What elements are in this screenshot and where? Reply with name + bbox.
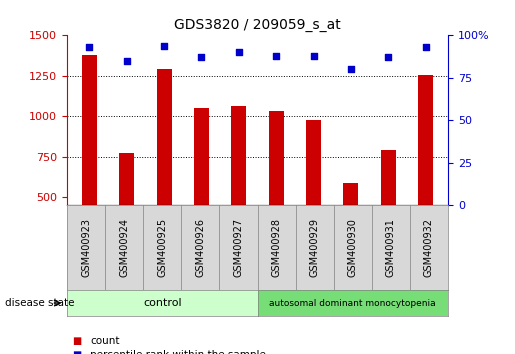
- Bar: [82, 55, 97, 205]
- Bar: [306, 120, 321, 205]
- Point: [384, 55, 392, 60]
- Bar: [381, 150, 396, 205]
- Bar: [344, 183, 358, 205]
- Point: [123, 58, 131, 64]
- Bar: [194, 108, 209, 205]
- Point: [421, 45, 430, 50]
- Text: GSM400930: GSM400930: [348, 218, 358, 277]
- Point: [347, 67, 355, 72]
- Text: GSM400932: GSM400932: [424, 218, 434, 277]
- Point: [85, 45, 94, 50]
- Text: control: control: [143, 298, 182, 308]
- Text: autosomal dominant monocytopenia: autosomal dominant monocytopenia: [269, 298, 436, 308]
- Title: GDS3820 / 209059_s_at: GDS3820 / 209059_s_at: [174, 18, 341, 32]
- Text: count: count: [90, 336, 119, 346]
- Text: GSM400928: GSM400928: [271, 218, 282, 277]
- Bar: [418, 75, 433, 205]
- Text: GSM400927: GSM400927: [233, 218, 244, 277]
- Point: [310, 53, 318, 59]
- Point: [197, 55, 205, 60]
- Text: GSM400925: GSM400925: [157, 218, 167, 277]
- Text: GSM400923: GSM400923: [81, 218, 91, 277]
- Point: [235, 50, 243, 55]
- Text: disease state: disease state: [5, 298, 75, 308]
- Text: GSM400929: GSM400929: [310, 218, 320, 277]
- Text: ■: ■: [72, 350, 81, 354]
- Bar: [119, 153, 134, 205]
- Bar: [157, 69, 171, 205]
- Point: [272, 53, 280, 59]
- Text: GSM400924: GSM400924: [119, 218, 129, 277]
- Text: GSM400926: GSM400926: [195, 218, 205, 277]
- Bar: [231, 106, 246, 205]
- Text: percentile rank within the sample: percentile rank within the sample: [90, 350, 266, 354]
- Point: [160, 43, 168, 48]
- Text: GSM400931: GSM400931: [386, 218, 396, 277]
- Bar: [269, 111, 284, 205]
- Text: ■: ■: [72, 336, 81, 346]
